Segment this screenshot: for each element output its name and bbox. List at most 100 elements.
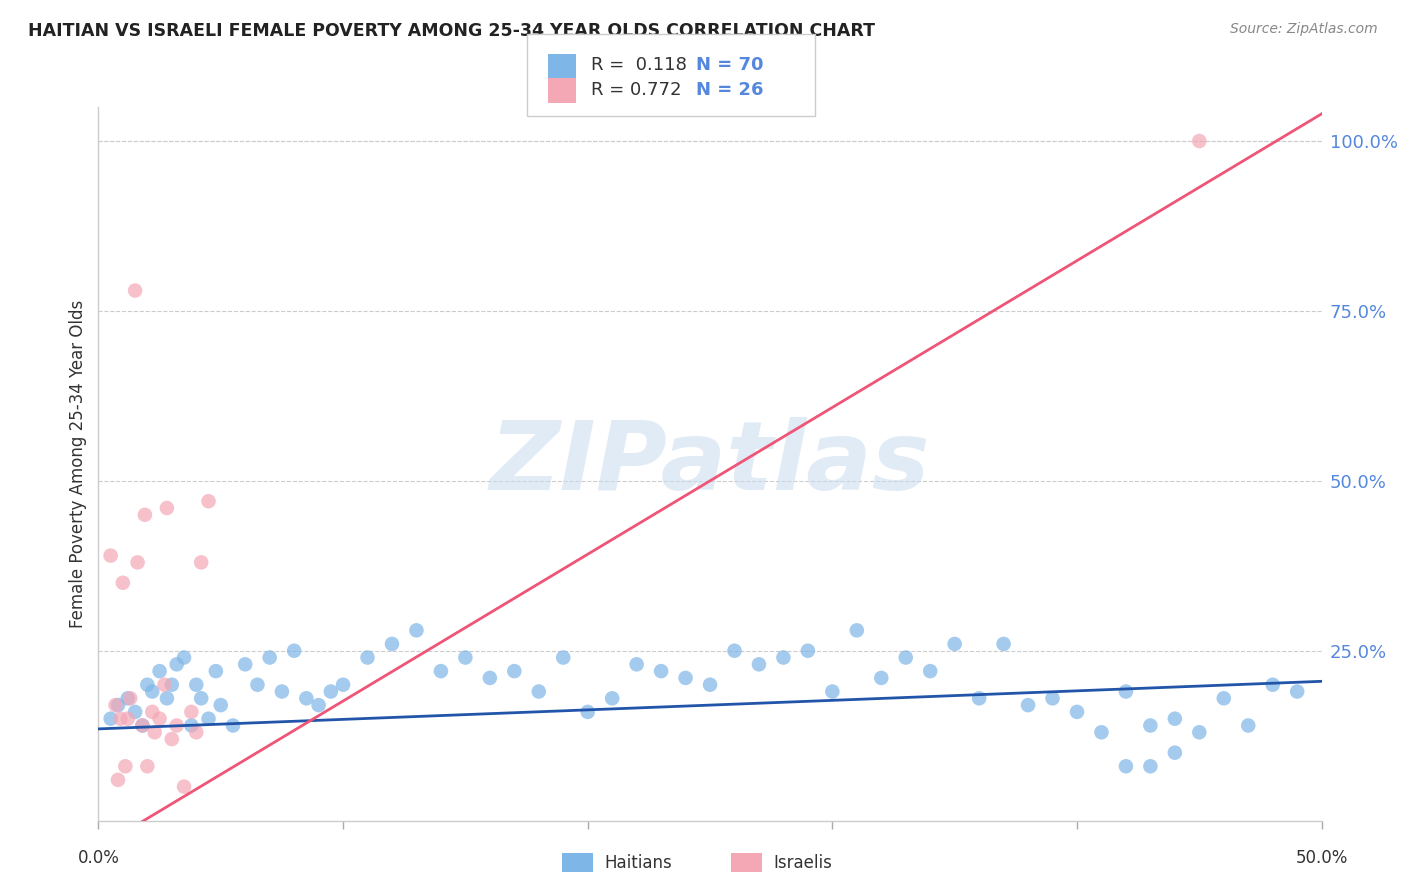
Point <box>894 650 917 665</box>
Point <box>127 555 149 569</box>
Point <box>1042 691 1064 706</box>
Point <box>527 684 550 698</box>
Point <box>141 684 163 698</box>
Point <box>600 691 623 706</box>
Point <box>100 549 122 563</box>
Point <box>136 759 159 773</box>
Point <box>1090 725 1112 739</box>
Point <box>107 698 129 712</box>
Point <box>675 671 697 685</box>
Point <box>699 678 721 692</box>
Point <box>246 678 269 692</box>
Point <box>283 644 305 658</box>
Point <box>723 644 745 658</box>
Point <box>209 698 232 712</box>
Point <box>104 698 127 712</box>
Point <box>197 494 219 508</box>
Point <box>1164 712 1187 726</box>
Point <box>626 657 648 672</box>
Point <box>1139 718 1161 732</box>
Point <box>1212 691 1234 706</box>
Text: N = 26: N = 26 <box>696 81 763 99</box>
Point <box>117 691 139 706</box>
Text: 50.0%: 50.0% <box>1295 849 1348 867</box>
Text: Israelis: Israelis <box>773 854 832 871</box>
Point <box>186 725 208 739</box>
Point <box>117 712 139 726</box>
Point <box>1115 759 1137 773</box>
Point <box>870 671 893 685</box>
Point <box>356 650 378 665</box>
Point <box>381 637 404 651</box>
Point <box>100 712 122 726</box>
Point <box>160 678 183 692</box>
Point <box>143 725 166 739</box>
Point <box>166 657 188 672</box>
Point <box>503 664 526 678</box>
Point <box>1237 718 1260 732</box>
Point <box>136 678 159 692</box>
Point <box>141 705 163 719</box>
Text: Haitians: Haitians <box>605 854 672 871</box>
Point <box>205 664 228 678</box>
Point <box>173 780 195 794</box>
Text: Source: ZipAtlas.com: Source: ZipAtlas.com <box>1230 22 1378 37</box>
Text: 0.0%: 0.0% <box>77 849 120 867</box>
Point <box>332 678 354 692</box>
Point <box>153 678 176 692</box>
Point <box>149 712 172 726</box>
Point <box>553 650 575 665</box>
Point <box>1188 134 1211 148</box>
Point <box>920 664 942 678</box>
Point <box>186 678 208 692</box>
Point <box>197 712 219 726</box>
Point <box>222 718 245 732</box>
Point <box>156 691 179 706</box>
Text: R = 0.772: R = 0.772 <box>591 81 681 99</box>
Point <box>120 691 142 706</box>
Point <box>124 284 146 298</box>
Point <box>259 650 281 665</box>
Point <box>134 508 156 522</box>
Y-axis label: Female Poverty Among 25-34 Year Olds: Female Poverty Among 25-34 Year Olds <box>69 300 87 628</box>
Text: N = 70: N = 70 <box>696 56 763 74</box>
Point <box>233 657 256 672</box>
Point <box>124 705 146 719</box>
Point <box>166 718 188 732</box>
Point <box>478 671 501 685</box>
Point <box>1261 678 1284 692</box>
Point <box>1115 684 1137 698</box>
Point <box>173 650 195 665</box>
Point <box>576 705 599 719</box>
Point <box>993 637 1015 651</box>
Point <box>943 637 966 651</box>
Point <box>114 759 136 773</box>
Point <box>748 657 770 672</box>
Point <box>1139 759 1161 773</box>
Point <box>1066 705 1088 719</box>
Point <box>1286 684 1309 698</box>
Point <box>295 691 318 706</box>
Point <box>180 718 202 732</box>
Point <box>772 650 794 665</box>
Point <box>180 705 202 719</box>
Point <box>107 772 129 787</box>
Text: R =  0.118: R = 0.118 <box>591 56 686 74</box>
Point <box>650 664 672 678</box>
Point <box>405 624 427 638</box>
Text: ZIPatlas: ZIPatlas <box>489 417 931 510</box>
Point <box>131 718 153 732</box>
Point <box>845 624 868 638</box>
Point <box>149 664 172 678</box>
Point <box>1188 725 1211 739</box>
Point <box>967 691 990 706</box>
Point <box>190 691 212 706</box>
Point <box>131 718 153 732</box>
Point <box>111 575 134 590</box>
Point <box>1164 746 1187 760</box>
Point <box>270 684 294 698</box>
Point <box>308 698 330 712</box>
Text: HAITIAN VS ISRAELI FEMALE POVERTY AMONG 25-34 YEAR OLDS CORRELATION CHART: HAITIAN VS ISRAELI FEMALE POVERTY AMONG … <box>28 22 875 40</box>
Point <box>110 712 132 726</box>
Point <box>160 732 183 747</box>
